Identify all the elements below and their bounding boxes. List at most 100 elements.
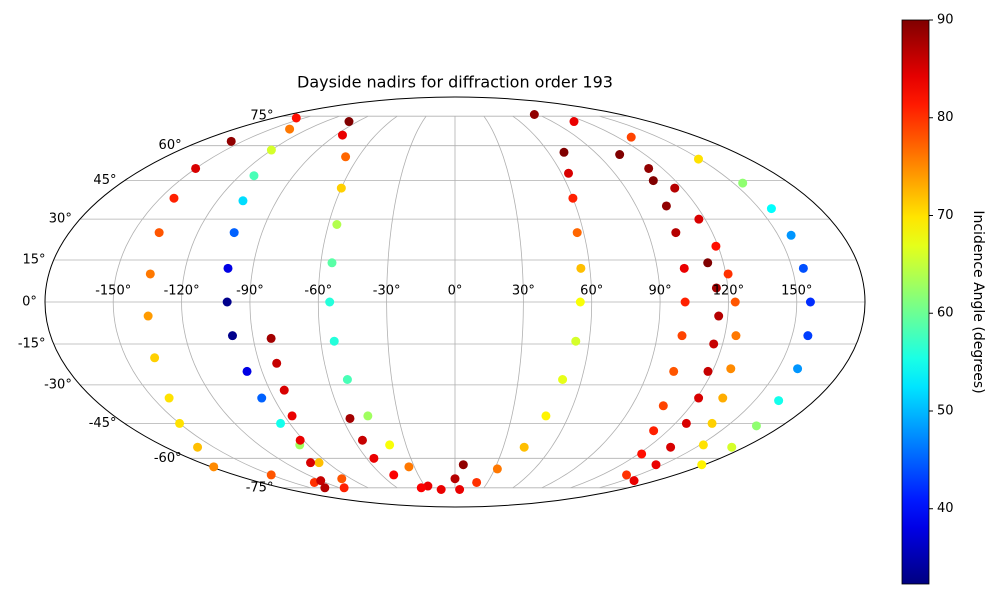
point xyxy=(669,366,679,376)
point xyxy=(337,130,347,140)
colorbar-tick-label: 60 xyxy=(937,306,954,321)
colorbar-tick-label: 90 xyxy=(937,13,954,28)
point xyxy=(726,364,736,374)
point xyxy=(694,214,704,224)
y-tick-label: 60° xyxy=(159,138,182,153)
y-tick-label: 15° xyxy=(23,253,46,268)
point xyxy=(242,366,252,376)
point xyxy=(709,339,719,349)
point xyxy=(569,117,579,127)
x-tick-label: -90° xyxy=(236,284,264,299)
point xyxy=(291,113,301,123)
y-tick-label: -60° xyxy=(154,451,182,466)
point xyxy=(492,464,502,474)
x-tick-label: -30° xyxy=(373,284,401,299)
point xyxy=(238,196,248,206)
point xyxy=(766,204,776,214)
map-outline xyxy=(44,96,866,508)
chart-title: Dayside nadirs for diffraction order 193 xyxy=(297,73,613,92)
point xyxy=(320,483,330,493)
point xyxy=(693,154,703,164)
colorbar-label: Incidence Angle (degrees) xyxy=(970,210,986,393)
point xyxy=(637,449,647,459)
point xyxy=(327,258,337,268)
x-tick-label: 0° xyxy=(448,284,463,299)
point xyxy=(143,311,153,321)
point xyxy=(541,411,551,421)
point xyxy=(329,336,339,346)
point xyxy=(671,228,681,238)
point xyxy=(786,230,796,240)
point xyxy=(342,374,352,384)
point xyxy=(306,458,316,468)
point xyxy=(285,124,295,134)
point xyxy=(325,297,335,307)
point xyxy=(738,178,748,188)
point xyxy=(337,474,347,484)
point xyxy=(714,311,724,321)
point xyxy=(793,364,803,374)
colorbar-tick-label: 50 xyxy=(937,403,954,418)
x-tick-label: 150° xyxy=(781,284,812,299)
point xyxy=(519,442,529,452)
tick-labels: -150° -120° -90° -60° -30° 0° 30° 60° 90° 120° 150… xyxy=(18,109,813,496)
point xyxy=(345,413,355,423)
point xyxy=(175,418,185,428)
point xyxy=(209,462,219,472)
point xyxy=(249,171,259,181)
point xyxy=(287,411,297,421)
point xyxy=(272,358,282,368)
point xyxy=(697,460,707,470)
point xyxy=(803,331,813,341)
y-tick-label: 0° xyxy=(22,295,37,310)
point xyxy=(798,263,808,273)
point xyxy=(571,336,581,346)
y-tick-label: -75° xyxy=(246,480,274,495)
point xyxy=(222,297,232,307)
point xyxy=(718,393,728,403)
point xyxy=(193,442,203,452)
x-tick-label: -120° xyxy=(164,284,200,299)
y-tick-label: 75° xyxy=(250,109,273,124)
point xyxy=(223,263,233,273)
x-tick-label: 120° xyxy=(713,284,744,299)
point xyxy=(169,193,179,203)
point xyxy=(227,331,237,341)
colorbar xyxy=(901,19,930,585)
point xyxy=(341,152,351,162)
point xyxy=(730,297,740,307)
point xyxy=(279,385,289,395)
point xyxy=(266,145,276,155)
y-tick-label: 45° xyxy=(93,173,116,188)
point xyxy=(363,411,373,421)
point xyxy=(385,440,395,450)
point xyxy=(145,269,155,279)
point xyxy=(649,426,659,436)
point xyxy=(661,201,671,211)
point xyxy=(314,458,324,468)
point xyxy=(576,263,586,273)
colorbar-tick-label: 40 xyxy=(937,501,954,516)
point xyxy=(404,462,414,472)
point xyxy=(666,442,676,452)
point xyxy=(731,331,741,341)
point xyxy=(774,396,784,406)
x-tick-label: -60° xyxy=(304,284,332,299)
point xyxy=(658,401,668,411)
point xyxy=(295,435,305,445)
point xyxy=(229,228,239,238)
y-tick-label: -30° xyxy=(44,377,72,392)
point xyxy=(226,136,236,146)
point xyxy=(615,150,625,160)
point xyxy=(575,297,585,307)
point xyxy=(150,353,160,363)
point xyxy=(568,193,578,203)
point xyxy=(266,333,276,343)
point xyxy=(651,460,661,470)
point xyxy=(336,183,346,193)
colorbar-tick-label: 70 xyxy=(937,208,954,223)
x-tick-label: 30° xyxy=(512,284,535,299)
point xyxy=(703,258,713,268)
y-tick-label: -15° xyxy=(18,336,46,351)
x-tick-label: 90° xyxy=(649,284,672,299)
